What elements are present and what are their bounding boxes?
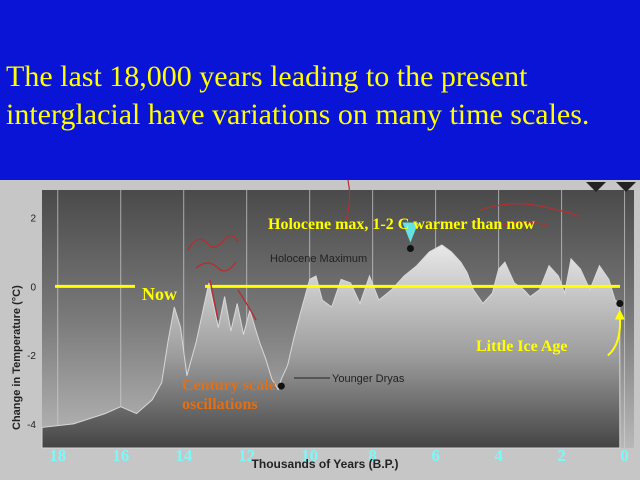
- x-tick-label: 2: [557, 446, 566, 465]
- top-arrow-icon: [586, 182, 606, 192]
- slide-title: The last 18,000 years leading to the pre…: [6, 58, 636, 134]
- marker-dot: [277, 382, 285, 390]
- chart-markers: [55, 222, 625, 390]
- little-ice-age-label: Little Ice Age: [476, 338, 568, 355]
- holocene-maximum-label: Holocene Maximum: [270, 253, 367, 265]
- x-tick-label: 16: [112, 446, 129, 465]
- century-scale-label: Century scale oscillations: [182, 376, 276, 414]
- century-scale-line-2: oscillations: [182, 396, 258, 413]
- marker-dot: [406, 244, 414, 252]
- x-tick-labels: 18 16 14 12 10 8 6 4 2 0: [49, 446, 629, 465]
- temperature-area: [41, 244, 621, 449]
- y-tick-labels: 2 0 -2 -4: [27, 214, 36, 431]
- x-tick-label: 12: [238, 446, 255, 465]
- younger-dryas-label: Younger Dryas: [332, 373, 405, 385]
- top-arrow-icon-2: [616, 182, 636, 192]
- handwriting-scribble: [187, 234, 257, 321]
- y-axis-label: Change in Temperature (°C): [11, 285, 23, 430]
- now-label: Now: [142, 284, 177, 304]
- x-tick-label: 18: [49, 446, 66, 465]
- x-tick-label: 8: [368, 446, 377, 465]
- century-scale-line-1: Century scale: [182, 377, 276, 394]
- holocene-max-note: Holocene max, 1-2 C warmer than now: [268, 216, 535, 233]
- x-tick-label: 14: [175, 446, 193, 465]
- holocene-arrow-icon: [402, 222, 419, 243]
- temperature-figure: 2 0 -2 -4 18 16 14 12 10 8 6 4 2 0 Change in Tempera…: [0, 180, 640, 480]
- title-line-1: The last 18,000 years leading to the pre…: [6, 60, 528, 93]
- x-tick-label: 10: [301, 446, 318, 465]
- title-line-2: interglacial have variations on many tim…: [6, 98, 590, 131]
- handwriting-scribble-2: [345, 180, 581, 227]
- little-ice-age-arrow-head-icon: [614, 309, 625, 320]
- x-axis-label: Thousands of Years (B.P.): [252, 457, 399, 471]
- little-ice-age-arrow: [607, 315, 622, 357]
- x-tick-label: 4: [494, 446, 503, 465]
- y-tick-label: 2: [30, 214, 36, 225]
- y-tick-label: -4: [27, 420, 36, 431]
- marker-dot: [616, 300, 624, 308]
- x-tick-label: 6: [431, 446, 440, 465]
- y-tick-label: -2: [27, 351, 36, 362]
- temperature-chart: 2 0 -2 -4 18 16 14 12 10 8 6 4 2 0 Change in Tempera…: [0, 180, 640, 480]
- x-tick-label: 0: [620, 446, 629, 465]
- y-tick-label: 0: [30, 282, 36, 293]
